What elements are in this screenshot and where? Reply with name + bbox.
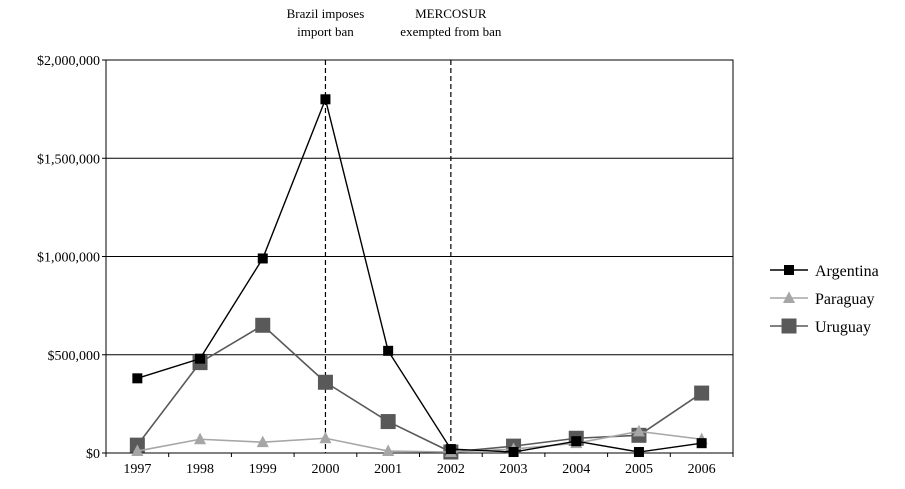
data-point-argentina <box>383 345 394 356</box>
data-point-argentina <box>132 373 143 384</box>
legend-marker-argentina <box>784 265 794 275</box>
annotation-label: import ban <box>297 24 354 39</box>
y-tick-label: $2,000,000 <box>37 54 100 69</box>
legend-label-argentina: Argentina <box>815 263 879 280</box>
series-line-argentina <box>137 97 702 453</box>
data-point-argentina <box>445 444 456 455</box>
data-point-uruguay <box>694 385 710 401</box>
x-tick-label: 2005 <box>625 462 653 477</box>
legend-label-paraguay: Paraguay <box>815 291 875 308</box>
y-tick-label: $0 <box>86 447 100 462</box>
data-point-paraguay <box>319 431 332 444</box>
data-point-paraguay <box>632 424 645 437</box>
x-tick-label: 2000 <box>311 462 339 477</box>
data-point-uruguay <box>317 374 333 390</box>
data-point-argentina <box>633 447 644 458</box>
annotation-label: exempted from ban <box>400 24 502 39</box>
data-point-argentina <box>195 353 206 364</box>
x-tick-label: 2002 <box>437 462 465 477</box>
data-point-argentina <box>571 436 582 447</box>
legend-marker-uruguay <box>781 318 797 334</box>
data-point-paraguay <box>131 444 144 456</box>
data-point-paraguay <box>194 432 207 445</box>
data-point-argentina <box>508 447 519 458</box>
y-tick-label: $500,000 <box>48 349 101 364</box>
data-point-argentina <box>320 94 331 105</box>
legend-marker-paraguay <box>782 291 796 303</box>
x-tick-label: 2003 <box>500 462 528 477</box>
x-tick-label: 2004 <box>562 462 590 477</box>
annotation-label: Brazil imposes <box>287 6 365 21</box>
annotation-label: MERCOSUR <box>415 6 487 21</box>
data-point-paraguay <box>256 435 269 448</box>
data-point-uruguay <box>255 317 271 333</box>
data-point-uruguay <box>380 414 396 430</box>
x-tick-label: 2001 <box>374 462 402 477</box>
data-point-paraguay <box>382 444 395 456</box>
x-tick-label: 1999 <box>249 462 277 477</box>
legend-label-uruguay: Uruguay <box>815 319 871 336</box>
y-tick-label: $1,000,000 <box>37 251 100 266</box>
x-tick-label: 1997 <box>123 462 151 477</box>
y-tick-label: $1,500,000 <box>37 152 100 167</box>
series-line-paraguay <box>137 430 702 453</box>
data-point-argentina <box>257 253 268 264</box>
data-point-argentina <box>696 438 707 449</box>
x-tick-label: 1998 <box>186 462 214 477</box>
x-tick-label: 2006 <box>688 462 716 477</box>
